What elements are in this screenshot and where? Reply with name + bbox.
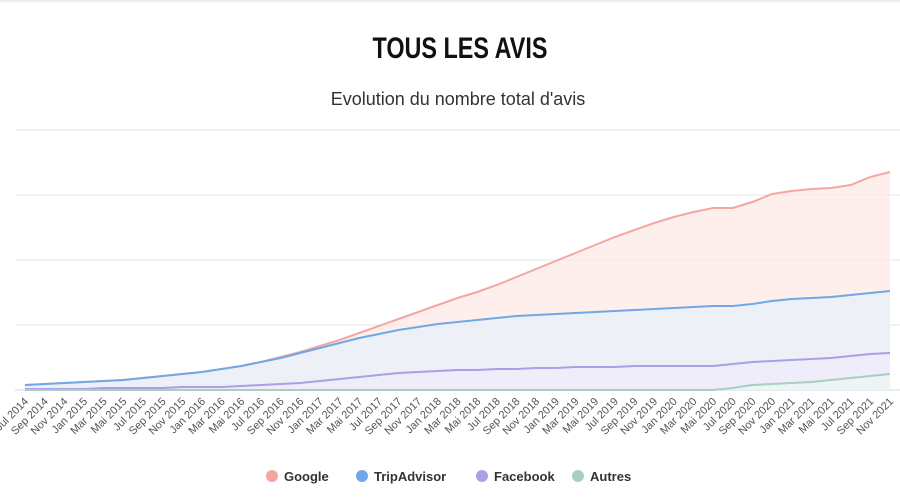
legend-marker[interactable] [476,470,488,482]
line [25,373,891,391]
chart-title: TOUS LES AVIS [372,31,547,64]
legend-label[interactable]: Google [284,469,329,484]
line [25,352,891,390]
area [25,353,890,390]
legend-label[interactable]: Facebook [494,469,555,484]
chart-subtitle: Evolution du nombre total d'avis [331,89,586,109]
legend-marker[interactable] [266,470,278,482]
line [24,290,891,386]
legend-marker[interactable] [572,470,584,482]
area [25,374,890,390]
legend-label[interactable]: Autres [590,469,631,484]
legend-label[interactable]: TripAdvisor [374,469,446,484]
legend-marker[interactable] [356,470,368,482]
